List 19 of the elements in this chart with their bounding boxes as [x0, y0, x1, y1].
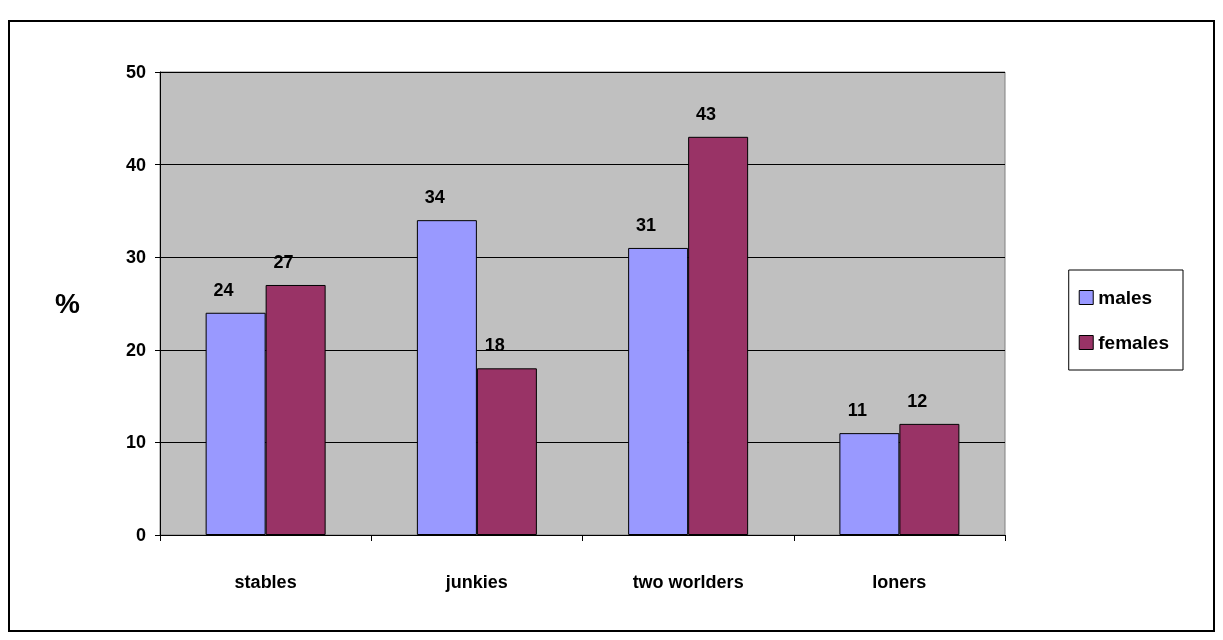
data-label: 43 — [696, 103, 717, 124]
data-label: 31 — [636, 214, 657, 235]
y-axis-title: % — [55, 288, 81, 319]
y-tick-label: 40 — [125, 154, 146, 175]
data-label: 34 — [424, 187, 445, 208]
legend-label: males — [1098, 287, 1153, 308]
data-label: 12 — [907, 390, 928, 411]
y-tick-label: 50 — [125, 62, 146, 82]
y-tick-label: 30 — [125, 247, 146, 268]
data-label: 24 — [213, 279, 234, 300]
data-label: 11 — [847, 400, 867, 421]
x-tick-label: two worlders — [632, 572, 744, 592]
legend-label: females — [1098, 332, 1170, 353]
y-tick-label: 0 — [135, 525, 146, 545]
y-tick-label: 10 — [125, 432, 146, 453]
y-tick-label: 20 — [125, 339, 146, 360]
x-tick-label: loners — [872, 572, 927, 592]
x-tick-label: stables — [234, 572, 297, 592]
x-tick-label: junkies — [444, 572, 508, 592]
